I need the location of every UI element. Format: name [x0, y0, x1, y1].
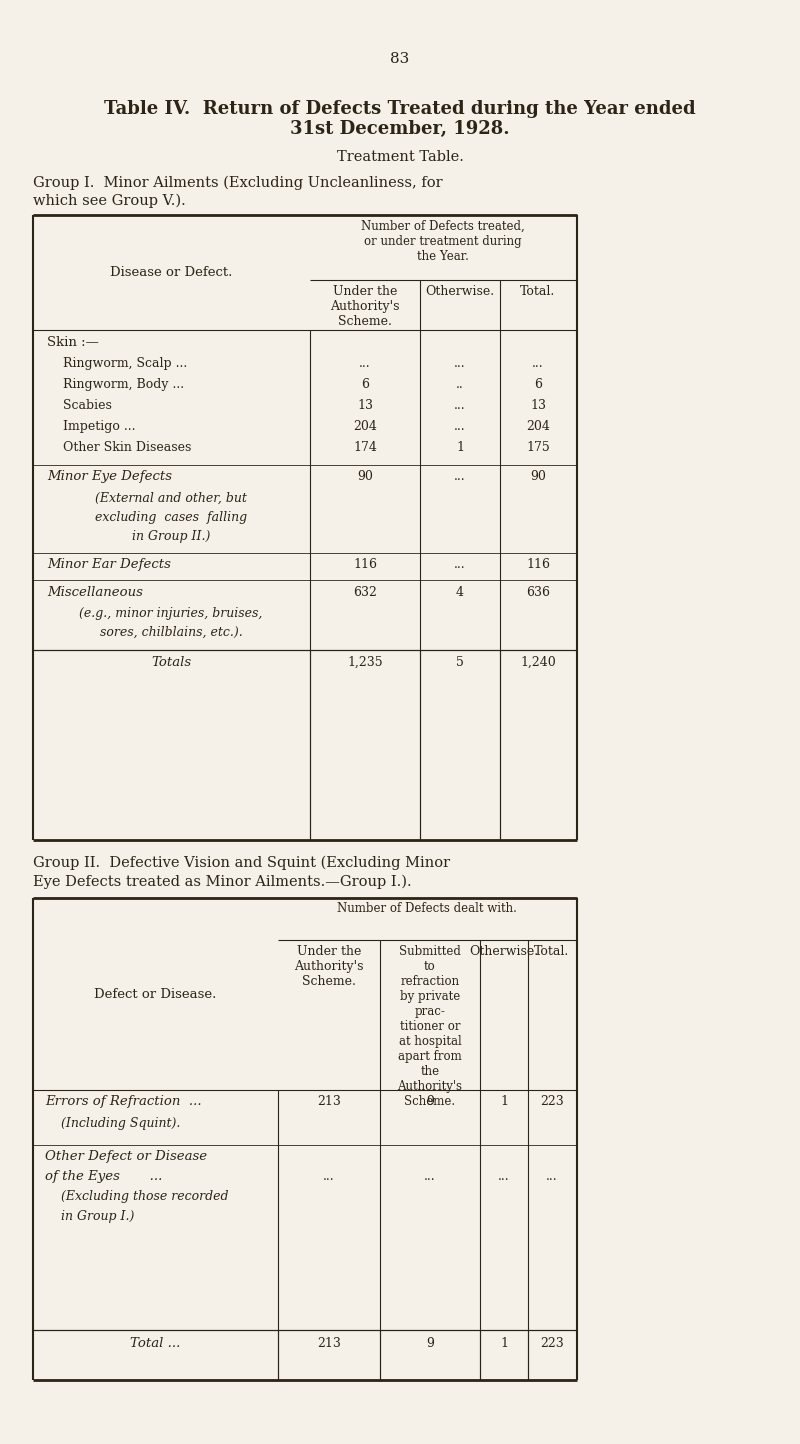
Text: in Group II.): in Group II.): [132, 530, 210, 543]
Text: of the Eyes       ...: of the Eyes ...: [45, 1170, 162, 1183]
Text: 13: 13: [530, 399, 546, 412]
Text: Errors of Refraction  ...: Errors of Refraction ...: [45, 1095, 202, 1108]
Text: 90: 90: [357, 469, 373, 482]
Text: ...: ...: [454, 469, 466, 482]
Text: ...: ...: [454, 420, 466, 433]
Text: 1,235: 1,235: [347, 656, 383, 669]
Text: Under the
Authority's
Scheme.: Under the Authority's Scheme.: [294, 944, 364, 988]
Text: Minor Eye Defects: Minor Eye Defects: [47, 469, 172, 482]
Text: Skin :—: Skin :—: [47, 336, 99, 349]
Text: 4: 4: [456, 586, 464, 599]
Text: 204: 204: [353, 420, 377, 433]
Text: Table IV.  Return of Defects Treated during the Year ended: Table IV. Return of Defects Treated duri…: [104, 100, 696, 118]
Text: Number of Defects treated,
or under treatment during
the Year.: Number of Defects treated, or under trea…: [361, 219, 525, 263]
Text: (e.g., minor injuries, bruises,: (e.g., minor injuries, bruises,: [79, 606, 262, 619]
Text: Number of Defects dealt with.: Number of Defects dealt with.: [337, 902, 517, 915]
Text: Treatment Table.: Treatment Table.: [337, 150, 463, 165]
Text: in Group I.): in Group I.): [61, 1210, 134, 1223]
Text: ...: ...: [498, 1170, 510, 1183]
Text: Totals: Totals: [151, 656, 191, 669]
Text: Scabies: Scabies: [63, 399, 112, 412]
Text: Disease or Defect.: Disease or Defect.: [110, 266, 232, 279]
Text: 9: 9: [426, 1095, 434, 1108]
Text: ...: ...: [359, 357, 371, 370]
Text: 13: 13: [357, 399, 373, 412]
Text: ...: ...: [454, 557, 466, 570]
Text: Ringworm, Body ...: Ringworm, Body ...: [63, 378, 184, 391]
Text: Ringworm, Scalp ...: Ringworm, Scalp ...: [63, 357, 187, 370]
Text: Total ...: Total ...: [130, 1337, 180, 1350]
Text: 636: 636: [526, 586, 550, 599]
Text: 1,240: 1,240: [520, 656, 556, 669]
Text: sores, chilblains, etc.).: sores, chilblains, etc.).: [100, 627, 242, 640]
Text: (Including Squint).: (Including Squint).: [61, 1118, 180, 1131]
Text: which see Group V.).: which see Group V.).: [33, 193, 186, 208]
Text: 213: 213: [317, 1095, 341, 1108]
Text: ...: ...: [424, 1170, 436, 1183]
Text: 175: 175: [526, 440, 550, 453]
Text: Minor Ear Defects: Minor Ear Defects: [47, 557, 171, 570]
Text: Eye Defects treated as Minor Ailments.—Group I.).: Eye Defects treated as Minor Ailments.—G…: [33, 875, 412, 890]
Text: Under the
Authority's
Scheme.: Under the Authority's Scheme.: [330, 284, 400, 328]
Text: Total.: Total.: [534, 944, 570, 957]
Text: ...: ...: [532, 357, 544, 370]
Text: ...: ...: [323, 1170, 335, 1183]
Text: 1: 1: [500, 1095, 508, 1108]
Text: 223: 223: [540, 1337, 564, 1350]
Text: ...: ...: [546, 1170, 558, 1183]
Text: Group II.  Defective Vision and Squint (Excluding Minor: Group II. Defective Vision and Squint (E…: [33, 856, 450, 871]
Text: 174: 174: [353, 440, 377, 453]
Text: ...: ...: [454, 357, 466, 370]
Text: Submitted
to
refraction
by private
prac-
titioner or
at hospital
apart from
the
: Submitted to refraction by private prac-…: [398, 944, 462, 1108]
Text: 116: 116: [526, 557, 550, 570]
Text: 632: 632: [353, 586, 377, 599]
Text: Defect or Disease.: Defect or Disease.: [94, 988, 216, 1001]
Text: 1: 1: [456, 440, 464, 453]
Text: 6: 6: [534, 378, 542, 391]
Text: Total.: Total.: [520, 284, 556, 297]
Text: (External and other, but: (External and other, but: [95, 492, 247, 505]
Text: ...: ...: [454, 399, 466, 412]
Text: 213: 213: [317, 1337, 341, 1350]
Text: 5: 5: [456, 656, 464, 669]
Text: Other Skin Diseases: Other Skin Diseases: [63, 440, 191, 453]
Text: 83: 83: [390, 52, 410, 66]
Text: ..: ..: [456, 378, 464, 391]
Text: 204: 204: [526, 420, 550, 433]
Text: 1: 1: [500, 1337, 508, 1350]
Text: (Excluding those recorded: (Excluding those recorded: [61, 1190, 229, 1203]
Text: Group I.  Minor Ailments (Excluding Uncleanliness, for: Group I. Minor Ailments (Excluding Uncle…: [33, 176, 442, 191]
Text: 6: 6: [361, 378, 369, 391]
Text: excluding  cases  falling: excluding cases falling: [95, 511, 247, 524]
Text: Otherwise.: Otherwise.: [426, 284, 494, 297]
Text: Miscellaneous: Miscellaneous: [47, 586, 143, 599]
Text: 223: 223: [540, 1095, 564, 1108]
Text: 9: 9: [426, 1337, 434, 1350]
Text: Otherwise.: Otherwise.: [470, 944, 538, 957]
Text: Other Defect or Disease: Other Defect or Disease: [45, 1149, 207, 1162]
Text: Impetigo ...: Impetigo ...: [63, 420, 135, 433]
Text: 90: 90: [530, 469, 546, 482]
Text: 31st December, 1928.: 31st December, 1928.: [290, 120, 510, 139]
Text: 116: 116: [353, 557, 377, 570]
